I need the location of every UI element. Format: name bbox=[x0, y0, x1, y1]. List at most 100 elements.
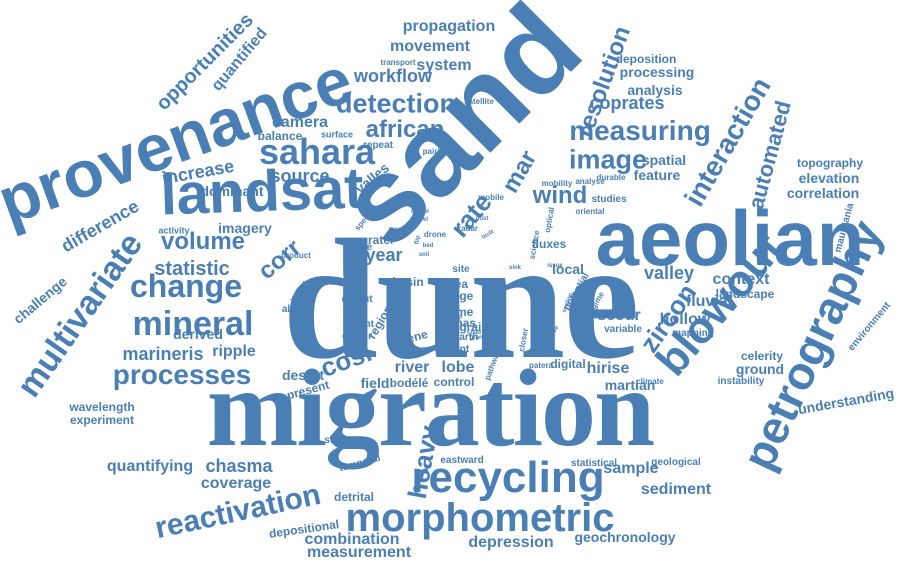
word-valley: valley bbox=[643, 263, 695, 283]
word-chad: chad bbox=[466, 330, 482, 336]
word-wind: wind bbox=[532, 182, 588, 209]
word-algeria: algeria bbox=[281, 304, 315, 315]
word-statistical: statistical bbox=[570, 458, 618, 469]
word-hollow: hollow bbox=[659, 311, 711, 328]
word-recycling: recycling bbox=[411, 453, 605, 502]
word-year: year bbox=[365, 245, 403, 265]
word-mobile: mobile bbox=[478, 193, 504, 202]
word-depression: depression bbox=[468, 534, 554, 551]
word-sahara: sahara bbox=[258, 131, 376, 172]
word-processing: processing bbox=[619, 64, 695, 80]
word-chasma: chasma bbox=[205, 456, 273, 476]
word-celerity: celerity bbox=[740, 349, 784, 363]
word-imagery: imagery bbox=[218, 220, 272, 236]
word-topography: topography bbox=[797, 156, 863, 170]
word-martian: martian bbox=[604, 377, 656, 393]
word-landscape: landscape bbox=[715, 287, 775, 301]
word-sample: sample bbox=[603, 460, 659, 477]
word-source: source bbox=[270, 166, 330, 186]
word-travel: travel bbox=[411, 217, 429, 223]
word-instability: instability bbox=[717, 376, 765, 387]
word-quantifying: quantifying bbox=[106, 458, 194, 475]
word-brink: brink bbox=[339, 279, 359, 288]
word-drone: drone bbox=[423, 230, 447, 239]
word-image: image bbox=[568, 144, 648, 175]
word-site: site bbox=[452, 264, 470, 275]
word-correlation: correlation bbox=[786, 185, 860, 201]
word-patera: patera bbox=[528, 361, 554, 370]
word-radar: radar bbox=[457, 224, 479, 233]
word-scour: scour bbox=[597, 307, 641, 324]
word-earth: earth bbox=[453, 332, 479, 343]
word-basin: basin bbox=[392, 275, 424, 289]
word-fluvial: fluvial bbox=[685, 293, 733, 310]
word-point: point bbox=[444, 344, 470, 355]
word-wavelength: wavelength bbox=[69, 400, 135, 414]
word-movement: movement bbox=[389, 38, 471, 55]
word-soil: soil bbox=[418, 252, 430, 258]
word-product: product bbox=[281, 251, 311, 260]
word-migration: migration bbox=[206, 347, 655, 469]
word-satellite: satellite bbox=[464, 97, 494, 106]
word-detection: detection bbox=[335, 88, 457, 119]
word-studies: studies bbox=[591, 194, 627, 205]
word-bed: bed bbox=[422, 243, 434, 249]
word-propagation: propagation bbox=[402, 18, 496, 35]
word-coprates: coprates bbox=[589, 93, 665, 113]
word-measuring: measuring bbox=[569, 115, 711, 146]
word-analysis: analysis bbox=[627, 82, 683, 98]
word-issue: issue bbox=[547, 263, 563, 269]
word-geological: geological bbox=[651, 457, 701, 468]
word-mobility: mobility bbox=[541, 179, 573, 188]
word-camera: camera bbox=[271, 114, 329, 131]
word-pairing: pairing bbox=[422, 147, 450, 156]
word-african: african bbox=[365, 116, 445, 143]
word-ground: ground bbox=[735, 361, 785, 377]
word-local: local bbox=[552, 261, 584, 277]
word-sea: sea bbox=[447, 277, 469, 291]
word-marineris: marineris bbox=[122, 344, 204, 364]
word-recent: recent bbox=[343, 319, 369, 328]
word-repeat: repeat bbox=[362, 140, 394, 151]
word-center: center bbox=[341, 331, 373, 342]
word-river: river bbox=[394, 359, 430, 376]
word-height: height bbox=[344, 319, 374, 330]
word-mineral: mineral bbox=[132, 305, 254, 343]
word-activity: activity bbox=[158, 225, 190, 236]
word-climate: climate bbox=[636, 377, 664, 386]
word-ripple: ripple bbox=[212, 343, 256, 360]
word-oriental: oriental bbox=[575, 207, 605, 216]
word-feature: feature bbox=[633, 167, 681, 183]
word-variable: variable bbox=[604, 324, 642, 335]
word-eastward: eastward bbox=[440, 455, 484, 466]
word-balance: balance bbox=[257, 129, 303, 143]
word-change: change bbox=[129, 268, 243, 304]
word-spatial: spatial bbox=[641, 152, 687, 168]
word-model: model bbox=[411, 209, 429, 215]
word-derived: derived bbox=[173, 326, 223, 342]
word-grain: grain bbox=[459, 320, 489, 334]
word-sink: sink bbox=[508, 265, 522, 271]
word-experiment: experiment bbox=[69, 413, 135, 427]
word-processes: processes bbox=[112, 359, 252, 390]
word-mapping: mapping bbox=[672, 328, 714, 339]
word-result: result bbox=[388, 227, 406, 233]
word-fluxes: fluxes bbox=[531, 237, 567, 251]
word-workflow: workflow bbox=[353, 66, 433, 86]
word-active: active bbox=[343, 242, 373, 253]
word-surface: surface bbox=[320, 129, 354, 140]
word-aeolian: aeolian bbox=[595, 194, 865, 282]
word-age: age bbox=[452, 289, 474, 303]
word-field: field bbox=[360, 375, 390, 391]
word-coverage: coverage bbox=[200, 475, 272, 492]
word-transport: transport bbox=[380, 58, 416, 67]
word-durable: durable bbox=[596, 173, 626, 182]
word-mas: mas bbox=[451, 316, 477, 330]
word-volume: volume bbox=[160, 228, 246, 255]
word-desert: desert bbox=[281, 367, 325, 383]
word-dust: dust bbox=[475, 216, 489, 222]
word-morphometric: morphometric bbox=[345, 496, 615, 540]
word-dominant: dominant bbox=[200, 183, 264, 199]
word-analyse: analyse bbox=[575, 177, 605, 186]
